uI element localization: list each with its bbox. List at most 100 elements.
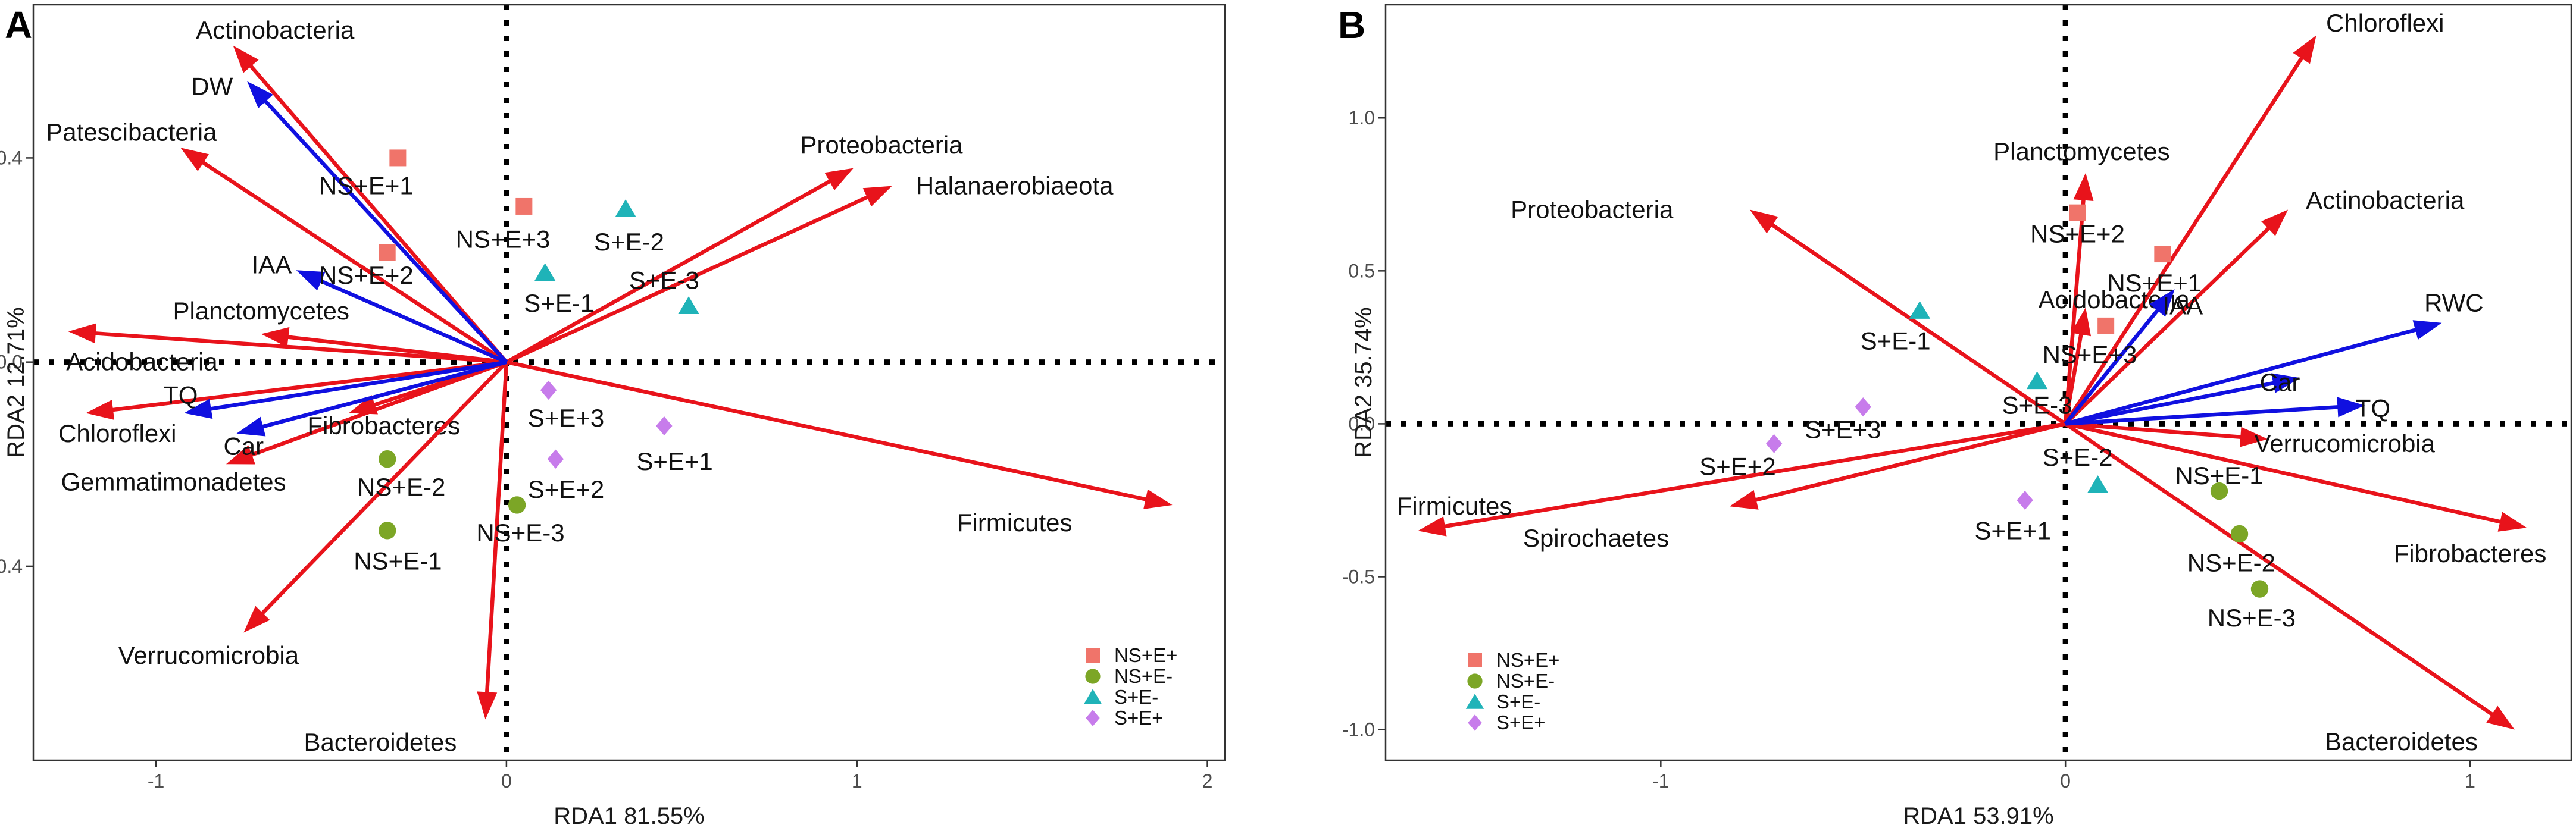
point-label-s-e-3: S+E-3 <box>629 266 699 294</box>
species-label-acidobacteria: Acidobacteria <box>66 348 218 376</box>
species-arrow-planctomycetes <box>2063 173 2094 424</box>
y-tick-label: 0.0 <box>0 352 23 373</box>
env-arrow-car-head <box>236 416 266 437</box>
x-axis-title: RDA1 53.91% <box>1903 803 2053 829</box>
species-arrow-chloroflexi-shaft <box>110 360 507 412</box>
env-arrow-rwc-head <box>2412 320 2442 340</box>
env-arrow-tq-shaft <box>2065 404 2340 426</box>
point-label-s-e-2: S+E+2 <box>1699 452 1775 480</box>
species-arrow-proteobacteria-shaft <box>505 178 833 364</box>
env-arrow-iaa-shaft <box>318 278 508 364</box>
species-arrow-planctomycetes-shaft <box>2063 197 2086 424</box>
species-label-firmicutes: Firmicutes <box>1397 492 1512 520</box>
species-label-bacteroidetes: Bacteroidetes <box>2325 727 2478 755</box>
env-arrow-rwc <box>2065 320 2442 426</box>
point-label-ns-e-2: NS+E-2 <box>357 473 445 501</box>
panel-letter: A <box>5 4 32 46</box>
env-label-car: Car <box>223 432 264 460</box>
species-arrow-chloroflexi <box>2064 35 2316 425</box>
legend-label-s-e: S+E+ <box>1114 707 1164 729</box>
y-tick-label: -0.5 <box>1342 566 1375 587</box>
x-tick-label: 2 <box>1202 770 1213 792</box>
env-label-iaa: IAA <box>2162 291 2203 319</box>
species-arrow-firmicutes <box>506 360 1173 509</box>
species-arrow-acidobacteria-shaft <box>93 331 507 364</box>
species-arrow-acidobacteria-shaft <box>2063 331 2084 424</box>
species-label-verrucomicrobia: Verrucomicrobia <box>118 641 299 669</box>
legend-key-s-e <box>1468 714 1482 731</box>
legend: NS+E+NS+E-S+E-S+E+ <box>1465 649 1559 733</box>
env-arrow-dw <box>247 81 508 363</box>
x-tick-label: 1 <box>2465 770 2475 792</box>
panel-b: B -1 0 1 -1.0 -0.5 0.0 0.5 1.0 RDA1 53.91% RDA2 35… <box>1338 4 2572 829</box>
species-label-chloroflexi: Chloroflexi <box>58 419 176 447</box>
env-arrow-car-shaft <box>2065 381 2276 426</box>
y-tick-label: 0.4 <box>0 147 23 168</box>
species-arrow-halanaerobiaeota <box>505 186 892 364</box>
env-arrow-dw-head <box>247 81 273 109</box>
point-s-e-2 <box>1765 434 1783 453</box>
species-label-planctomycetes: Planctomycetes <box>1993 137 2169 165</box>
env-arrow-car <box>236 360 507 437</box>
legend: NS+E+NS+E-S+E-S+E+ <box>1083 644 1177 729</box>
point-label-ns-e-2: NS+E+2 <box>2030 220 2125 248</box>
species-arrow-actinobacteria <box>2064 209 2289 425</box>
env-arrow-dw-shaft <box>262 98 508 363</box>
point-ns-e-2 <box>379 244 396 261</box>
point-label-ns-e-1: NS+E+1 <box>2107 269 2202 297</box>
point-ns-e-3 <box>515 197 533 215</box>
env-arrow-car <box>2065 373 2300 426</box>
species-label-bacteroidetes: Bacteroidetes <box>304 728 457 756</box>
legend-key-ns-e <box>1085 669 1101 684</box>
point-ns-e-3 <box>2097 317 2115 334</box>
env-label-tq: TQ <box>163 381 198 409</box>
y-tick-label: 1.0 <box>1349 107 1375 128</box>
species-arrow-halanaerobiaeota-head <box>862 186 892 207</box>
species-arrow-firmicutes-head <box>1143 489 1173 509</box>
point-label-s-e-1: S+E-1 <box>1861 327 1931 355</box>
legend-key-s-e <box>1083 689 1102 704</box>
point-label-s-e-3: S+E+3 <box>528 404 604 432</box>
species-arrow-bacteroidetes <box>477 362 509 720</box>
legend-label-ns-e: NS+E+ <box>1114 644 1177 666</box>
point-ns-e-2 <box>2069 204 2086 221</box>
env-arrow-tq <box>184 360 507 419</box>
species-arrow-proteobacteria-shaft <box>1769 222 2067 426</box>
env-arrow-tq-shaft <box>208 360 507 412</box>
point-s-e-3 <box>678 296 699 314</box>
species-arrow-planctomycetes-head <box>261 327 290 347</box>
point-ns-e-1 <box>389 149 407 167</box>
species-label-gemmatimonadetes: Gemmatimonadetes <box>61 468 286 496</box>
env-arrow-iaa-head <box>2149 289 2175 317</box>
panel-letter: B <box>1338 4 1365 46</box>
legend-label-ns-e: NS+E+ <box>1496 649 1559 671</box>
env-arrow-iaa <box>296 270 508 364</box>
panel-frame <box>1384 4 2572 761</box>
env-arrow-car-head <box>2271 373 2300 393</box>
species-arrow-spirochaetes-head <box>1729 490 1759 510</box>
species-label-proteobacteria: Proteobacteria <box>800 131 963 159</box>
panel-a: A -1 0 1 2 -0.4 0.0 0.4 RDA1 81.55% RDA2 12.71% Ac… <box>0 4 1226 829</box>
point-ns-e-3 <box>2250 580 2269 598</box>
species-arrow-verrucomicrobia-head <box>243 606 270 633</box>
species-arrow-actinobacteria-head <box>2261 209 2289 236</box>
point-label-s-e-2: S+E-2 <box>594 228 664 256</box>
env-arrow-tq-head <box>184 399 213 419</box>
species-arrow-chloroflexi-head <box>86 400 115 420</box>
species-arrow-bacteroidetes <box>2064 422 2515 730</box>
legend-key-ns-e <box>1467 673 1483 689</box>
point-s-e-1 <box>656 416 673 436</box>
species-arrow-proteobacteria-head <box>824 168 854 190</box>
species-arrow-bacteroidetes-shaft <box>2064 422 2495 717</box>
legend-label-ns-e: NS+E- <box>1496 670 1555 692</box>
species-arrow-chloroflexi-shaft <box>2064 55 2305 425</box>
point-s-e-2 <box>615 199 636 217</box>
point-s-e-1 <box>2017 490 2033 510</box>
species-arrow-verrucomicrobia <box>2065 422 2268 447</box>
point-s-e-2 <box>547 449 564 469</box>
species-arrow-actinobacteria-head <box>233 45 259 73</box>
point-label-s-e-3: S+E-3 <box>2002 391 2072 419</box>
legend-label-s-e: S+E+ <box>1496 711 1546 733</box>
species-label-halanaerobiaeota: Halanaerobiaeota <box>916 172 1114 200</box>
point-ns-e-1 <box>2210 482 2228 500</box>
